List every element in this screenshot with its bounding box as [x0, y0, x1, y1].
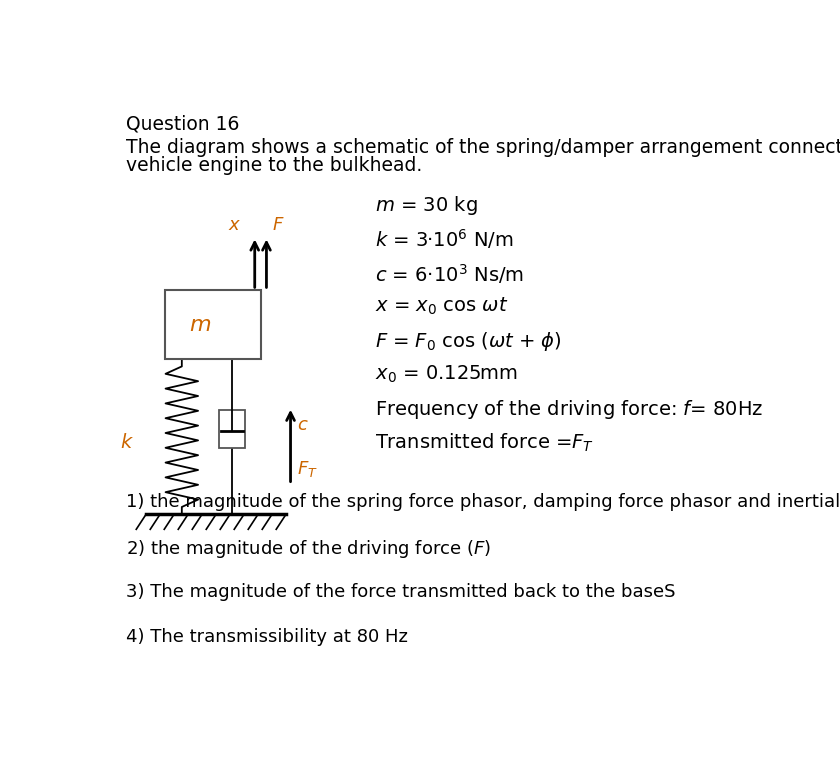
Text: Frequency of the driving force: $f$= 80Hz: Frequency of the driving force: $f$= 80H… — [375, 398, 764, 421]
Text: $c$: $c$ — [297, 416, 309, 434]
Text: $x$: $x$ — [228, 216, 242, 234]
Text: $m$: $m$ — [190, 314, 212, 334]
Text: $x_0$ = 0.125mm: $x_0$ = 0.125mm — [375, 364, 518, 385]
Text: 3) The magnitude of the force transmitted back to the baseS: 3) The magnitude of the force transmitte… — [127, 583, 676, 601]
FancyBboxPatch shape — [165, 290, 261, 359]
Text: The diagram shows a schematic of the spring/damper arrangement connecting a moto: The diagram shows a schematic of the spr… — [127, 138, 840, 157]
Text: $c$ = 6·10$^3$ Ns/m: $c$ = 6·10$^3$ Ns/m — [375, 262, 524, 286]
Text: $F$ = $F_0$ cos ($\omega t$ + $\phi$): $F$ = $F_0$ cos ($\omega t$ + $\phi$) — [375, 330, 562, 353]
Text: Question 16: Question 16 — [127, 114, 240, 133]
Text: 1) the magnitude of the spring force phasor, damping force phasor and inertial f: 1) the magnitude of the spring force pha… — [127, 494, 840, 511]
Bar — [219, 410, 245, 449]
Text: $k$ = 3·10$^6$ N/m: $k$ = 3·10$^6$ N/m — [375, 227, 514, 251]
Text: vehicle engine to the bulkhead.: vehicle engine to the bulkhead. — [127, 156, 423, 175]
Text: $k$: $k$ — [119, 433, 134, 452]
Text: $m$ = 30 kg: $m$ = 30 kg — [375, 193, 478, 217]
Text: 2) the magnitude of the driving force ($F$): 2) the magnitude of the driving force ($… — [127, 539, 491, 560]
Text: $F_T$: $F_T$ — [297, 459, 318, 479]
Text: $F$: $F$ — [271, 216, 284, 234]
Text: Transmitted force =$F_T$: Transmitted force =$F_T$ — [375, 432, 595, 454]
Text: 4) The transmissibility at 80 Hz: 4) The transmissibility at 80 Hz — [127, 628, 408, 646]
Text: $x$ = $x_0$ cos $\omega t$: $x$ = $x_0$ cos $\omega t$ — [375, 296, 508, 317]
